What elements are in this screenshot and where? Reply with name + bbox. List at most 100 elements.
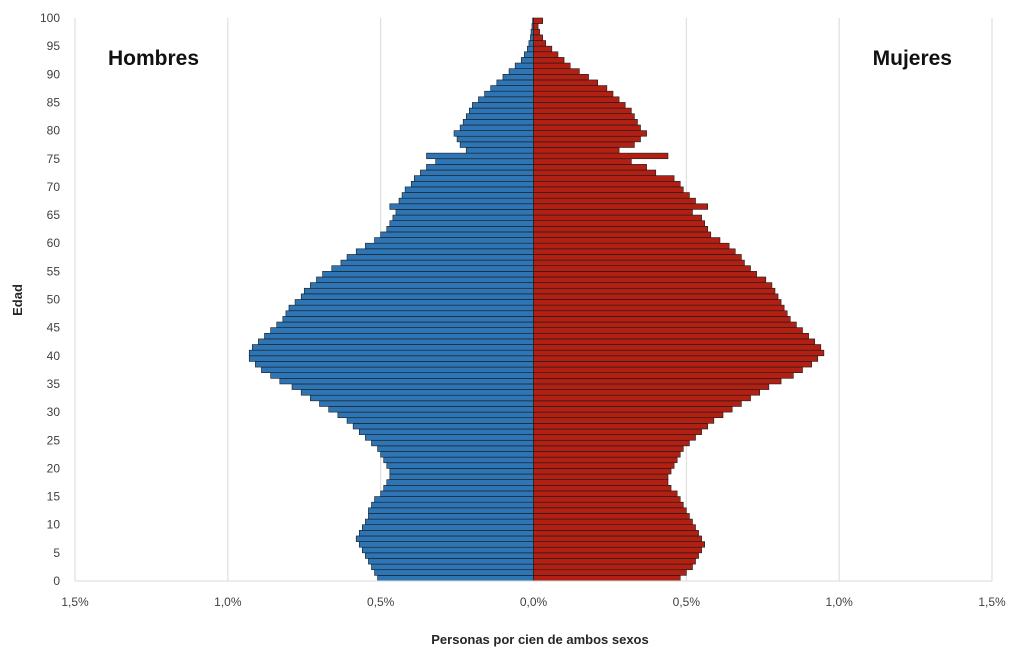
bar-hombres — [362, 524, 534, 531]
bar-mujeres — [533, 57, 565, 64]
bar-hombres — [374, 569, 534, 576]
bar-hombres — [255, 361, 534, 368]
bar-hombres — [380, 451, 534, 458]
bar-hombres — [389, 220, 534, 227]
bar-mujeres — [533, 180, 681, 188]
bar-hombres — [374, 237, 534, 244]
bar-mujeres — [533, 40, 547, 47]
bar-mujeres — [533, 361, 812, 368]
bar-mujeres — [533, 102, 626, 109]
bar-mujeres — [533, 147, 620, 154]
bar-hombres — [527, 45, 534, 53]
bar-hombres — [530, 34, 534, 41]
bar-mujeres — [533, 248, 736, 255]
bar-hombres — [435, 158, 534, 165]
bar-hombres — [355, 248, 534, 255]
y-tick-label: 75 — [47, 152, 61, 166]
bar-mujeres — [533, 113, 635, 120]
bar-hombres — [248, 355, 534, 362]
bar-mujeres — [533, 394, 751, 402]
bars — [248, 17, 825, 582]
bar-mujeres — [533, 271, 757, 278]
x-tick-label: 0,5% — [367, 595, 395, 609]
y-tick-label: 15 — [47, 490, 61, 504]
bar-mujeres — [533, 535, 702, 542]
bar-hombres — [465, 147, 534, 154]
bar-hombres — [371, 501, 534, 509]
x-tick-label: 1,0% — [214, 595, 242, 609]
bar-mujeres — [533, 169, 657, 176]
bar-hombres — [328, 406, 534, 413]
bar-mujeres — [533, 428, 702, 435]
bar-mujeres — [533, 479, 669, 486]
bar-mujeres — [533, 293, 779, 300]
bar-hombres — [386, 479, 534, 486]
bar-hombres — [377, 575, 534, 582]
bar-mujeres — [533, 28, 540, 36]
bar-mujeres — [533, 316, 791, 323]
bar-mujeres — [533, 423, 709, 430]
bar-mujeres — [533, 439, 690, 447]
bar-mujeres — [533, 259, 745, 267]
y-tick-label: 30 — [47, 405, 61, 419]
bar-hombres — [358, 530, 534, 537]
bar-hombres — [389, 203, 534, 210]
y-tick-label: 70 — [47, 180, 61, 194]
bar-mujeres — [533, 164, 647, 171]
y-tick-label: 5 — [53, 546, 60, 560]
x-tick-label: 0,5% — [673, 595, 701, 609]
bar-hombres — [285, 310, 534, 317]
bar-mujeres — [533, 473, 669, 480]
bar-mujeres — [533, 242, 730, 250]
bar-mujeres — [533, 558, 696, 565]
bar-hombres — [456, 135, 534, 143]
bar-mujeres — [533, 186, 684, 193]
bar-hombres — [337, 411, 534, 419]
bar-hombres — [288, 304, 534, 312]
bar-mujeres — [533, 372, 794, 379]
bar-hombres — [490, 85, 534, 92]
bar-mujeres — [533, 434, 696, 441]
y-tick-label: 50 — [47, 293, 61, 307]
y-tick-label: 35 — [47, 377, 61, 391]
bar-mujeres — [533, 96, 620, 103]
bar-mujeres — [533, 17, 543, 24]
bar-hombres — [322, 271, 534, 278]
bar-hombres — [472, 102, 534, 109]
bar-hombres — [368, 513, 534, 520]
bar-mujeres — [533, 68, 580, 75]
bar-mujeres — [533, 107, 632, 115]
bar-mujeres — [533, 124, 641, 131]
bar-mujeres — [533, 563, 693, 571]
bar-mujeres — [533, 344, 822, 351]
bar-mujeres — [533, 501, 684, 509]
bar-mujeres — [533, 192, 690, 199]
bar-hombres — [368, 558, 534, 565]
bar-mujeres — [533, 74, 589, 81]
y-tick-label: 60 — [47, 236, 61, 250]
bar-hombres — [300, 389, 534, 396]
bar-hombres — [426, 152, 534, 160]
y-tick-label: 25 — [47, 433, 61, 447]
bar-hombres — [386, 226, 534, 233]
bar-mujeres — [533, 85, 608, 92]
bar-hombres — [380, 490, 534, 497]
bar-hombres — [279, 378, 534, 385]
bar-hombres — [258, 338, 534, 345]
mujeres-label: Mujeres — [873, 47, 952, 70]
y-tick-label: 45 — [47, 321, 61, 335]
bar-mujeres — [533, 406, 733, 413]
bar-mujeres — [533, 468, 672, 475]
bar-mujeres — [533, 23, 539, 30]
y-tick-label: 95 — [47, 39, 61, 53]
y-tick-label: 10 — [47, 518, 61, 532]
bar-mujeres — [533, 197, 696, 205]
bar-hombres — [319, 400, 534, 407]
bar-hombres — [469, 107, 534, 115]
y-tick-label: 40 — [47, 349, 61, 363]
bar-hombres — [355, 535, 534, 542]
bar-mujeres — [533, 220, 705, 227]
bar-hombres — [371, 439, 534, 447]
